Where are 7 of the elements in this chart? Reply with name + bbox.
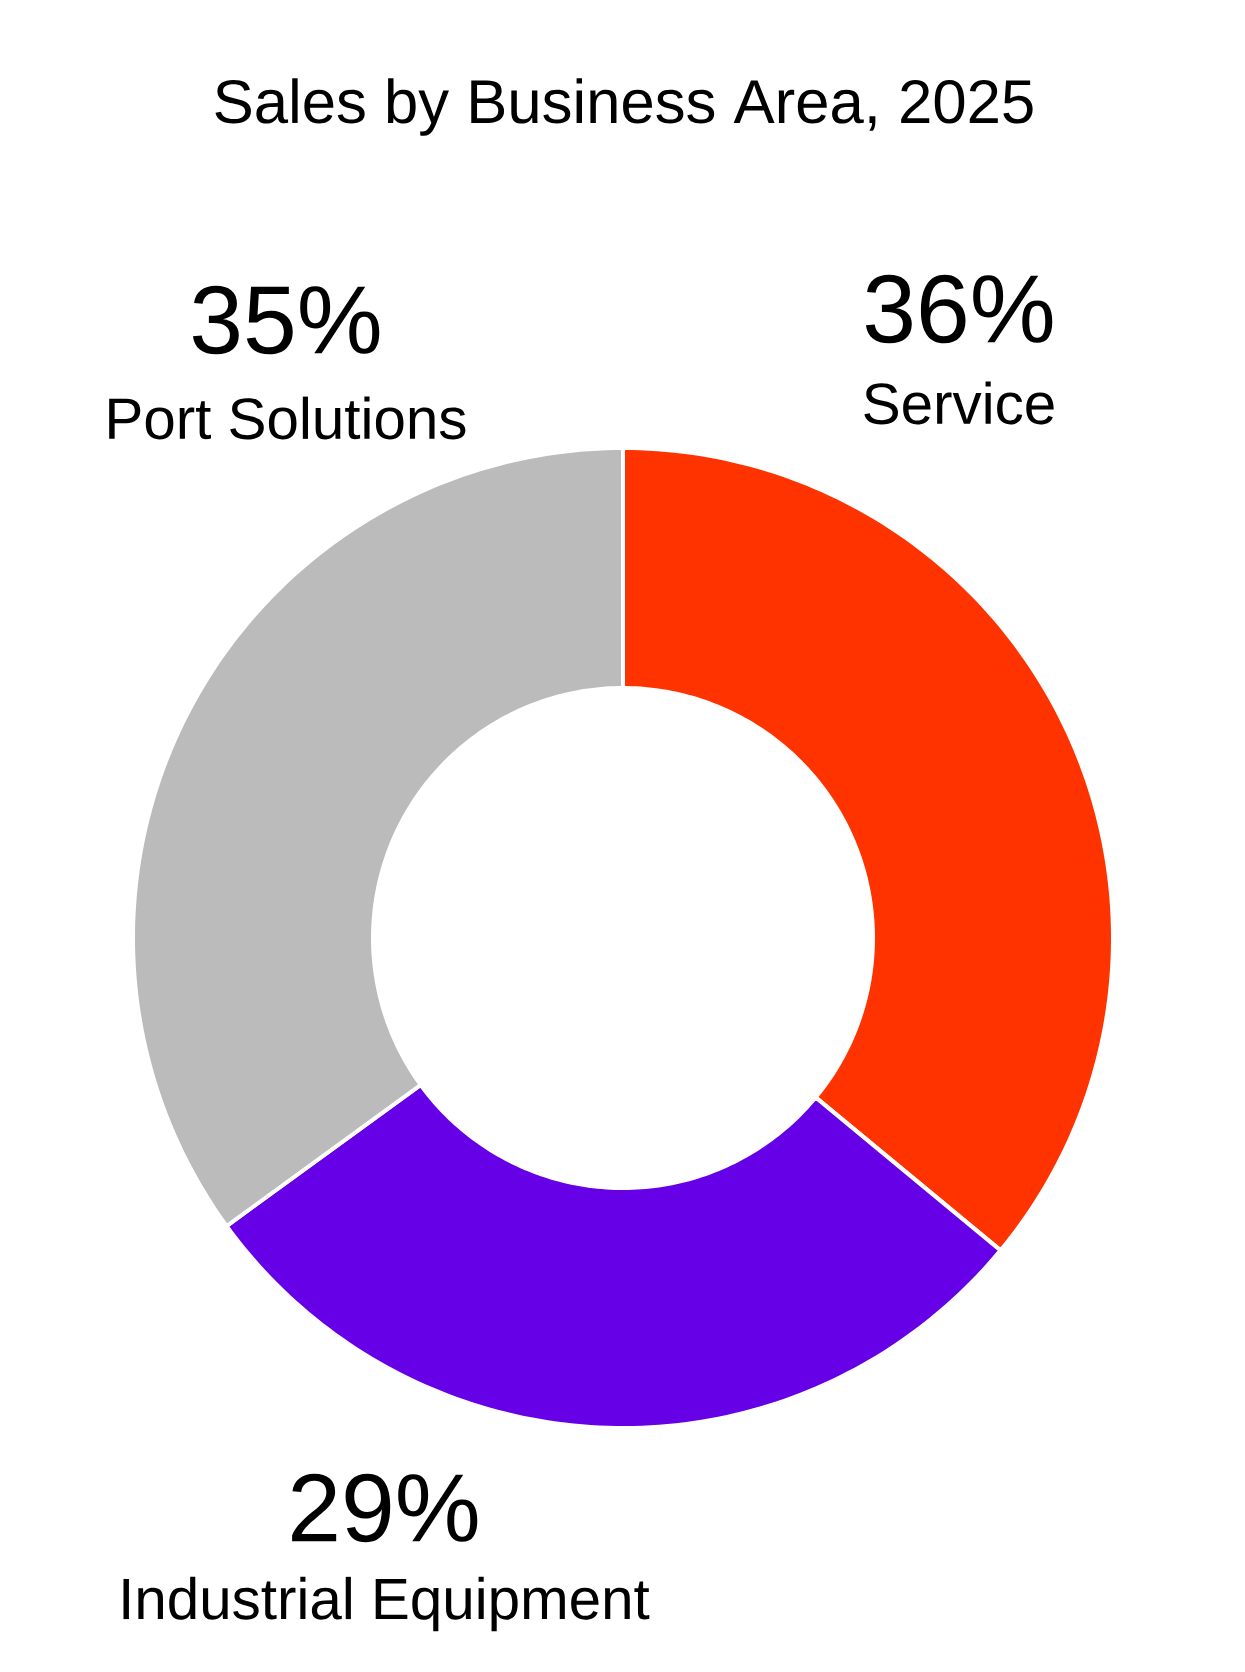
data-label: 35% [192,285,380,355]
slice-label: Industrial Equipment [123,1576,650,1632]
slice-label: Service [864,381,1054,425]
chart-title: Sales by Business Area, 2025 [215,78,1033,136]
slice-label: Port Solutions [109,396,466,440]
data-label: 29% [292,1473,478,1543]
data-label: 36% [865,274,1053,344]
